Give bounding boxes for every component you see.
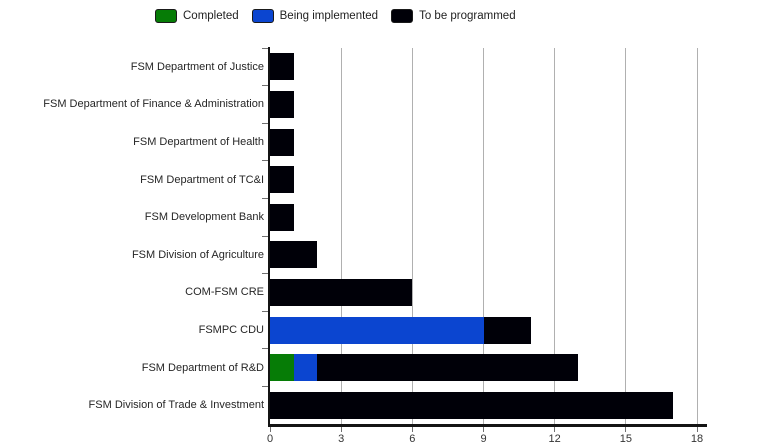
category-label: FSMPC CDU xyxy=(198,324,264,336)
bar-segment-to-be-programmed xyxy=(270,278,413,306)
bar-segment-to-be-programmed xyxy=(483,316,531,344)
x-tick-label: 6 xyxy=(409,433,416,445)
y-axis-tick xyxy=(262,85,268,87)
bar-segment-to-be-programmed xyxy=(270,391,674,419)
legend-item-to-be-programmed: To be programmed xyxy=(391,9,516,23)
bar-segment-completed xyxy=(270,354,294,382)
x-tick-label: 15 xyxy=(619,433,632,445)
bar-row xyxy=(270,316,531,344)
legend: Completed Being implemented To be progra… xyxy=(155,9,516,23)
legend-label-completed: Completed xyxy=(183,10,239,22)
bar-row xyxy=(270,90,294,118)
category-label: FSM Department of Justice xyxy=(130,60,264,73)
x-axis-tick xyxy=(340,427,342,432)
bar-row xyxy=(270,241,318,269)
bar-segment-to-be-programmed xyxy=(270,90,294,118)
legend-item-being-implemented: Being implemented xyxy=(251,9,379,23)
x-tick-label: 12 xyxy=(548,433,561,445)
category-label: FSM Division of Trade & Investment xyxy=(88,399,264,412)
x-tick-label: 18 xyxy=(690,433,704,445)
y-axis-line xyxy=(268,47,270,426)
y-axis-tick xyxy=(262,47,268,49)
gridline xyxy=(340,48,342,424)
legend-item-completed: Completed xyxy=(155,9,239,23)
y-axis-tick xyxy=(262,273,268,275)
y-axis-tick xyxy=(262,197,268,199)
x-tick-label: 0 xyxy=(266,433,274,445)
bar-segment-to-be-programmed xyxy=(270,166,294,194)
x-axis-tick xyxy=(269,427,271,432)
legend-swatch-being-implemented xyxy=(251,9,274,23)
legend-swatch-to-be-programmed xyxy=(391,9,414,23)
legend-label-to-be-programmed: To be programmed xyxy=(419,10,516,22)
bar-segment-being-implemented xyxy=(293,354,318,382)
bar-row xyxy=(270,203,294,231)
category-label: FSM Department of R&D xyxy=(141,361,264,374)
category-label: FSM Department of Health xyxy=(133,136,264,148)
bar-segment-to-be-programmed xyxy=(270,53,294,81)
bar-row xyxy=(270,354,579,382)
y-axis-tick xyxy=(262,385,268,387)
bar-row xyxy=(270,128,294,156)
bar-row xyxy=(270,166,294,194)
legend-label-being-implemented: Being implemented xyxy=(279,10,379,22)
category-label: FSM Division of Agriculture xyxy=(131,248,264,261)
gridline xyxy=(411,48,413,424)
gridline xyxy=(696,48,698,424)
legend-swatch-completed xyxy=(155,9,177,23)
bar-segment-to-be-programmed xyxy=(270,241,318,269)
x-axis-tick xyxy=(696,427,698,432)
y-axis-tick xyxy=(262,122,268,124)
bar-segment-to-be-programmed xyxy=(270,128,294,156)
y-axis-tick xyxy=(262,348,268,350)
category-label: FSM Development Bank xyxy=(144,211,264,224)
x-axis-tick xyxy=(483,427,484,432)
x-axis-tick xyxy=(554,427,556,432)
y-axis-tick xyxy=(262,235,268,237)
y-axis-tick xyxy=(262,310,268,312)
y-axis-tick xyxy=(262,160,268,162)
category-label: FSM Department of TC&I xyxy=(140,173,264,186)
gridline xyxy=(625,48,627,424)
x-tick-label: 9 xyxy=(480,433,487,445)
bar-segment-to-be-programmed xyxy=(270,203,294,231)
category-label: FSM Department of Finance & Administrati… xyxy=(43,98,264,111)
gridline xyxy=(483,48,484,424)
bar-row xyxy=(270,278,413,306)
x-tick-label: 3 xyxy=(338,433,345,445)
x-axis-line xyxy=(268,424,707,427)
bar-row xyxy=(270,391,674,419)
gridline xyxy=(554,48,556,424)
x-axis-tick xyxy=(411,427,413,432)
x-axis-tick xyxy=(625,427,627,432)
bar-segment-being-implemented xyxy=(270,316,484,344)
bar-segment-to-be-programmed xyxy=(317,354,579,382)
category-label: COM-FSM CRE xyxy=(185,286,264,299)
bar-row xyxy=(270,53,294,81)
